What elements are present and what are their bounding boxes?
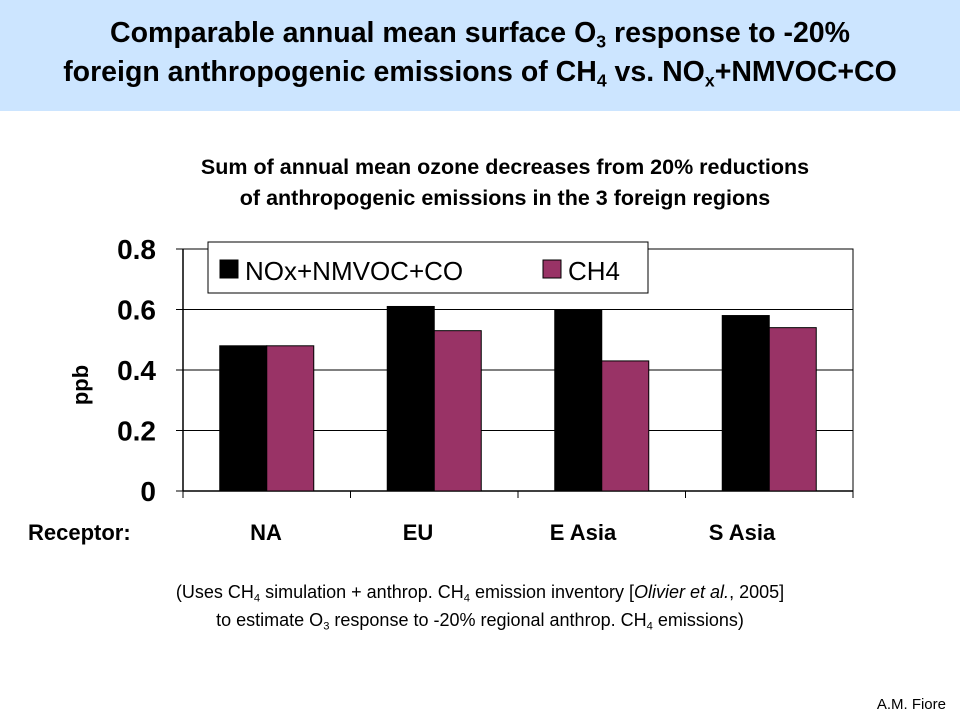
legend-swatch-CH4 [542,259,562,279]
y-tick-label: 0.4 [117,355,156,386]
bar-NOx+NMVOC+CO-EU [386,305,435,492]
legend-label: CH4 [568,256,620,286]
x-tick-label: E Asia [550,520,617,545]
slide-title-line-1: Comparable annual mean surface O3 respon… [110,17,850,52]
footnote-line-1: (Uses CH4 simulation + anthrop. CH4 emis… [175,582,785,605]
bar-CH4-NA [266,345,315,492]
x-tick-label: S Asia [709,520,776,545]
bar-NOx+NMVOC+CO-NA [219,345,268,492]
legend-swatch-NOx+NMVOC+CO [219,259,239,279]
legend-label: NOx+NMVOC+CO [245,256,463,286]
bar-NOx+NMVOC+CO-E Asia [554,309,603,492]
x-tick-label: EU [403,520,434,545]
chart-title-line-2: of anthropogenic emissions in the 3 fore… [239,186,771,210]
bar-NOx+NMVOC+CO-S Asia [721,315,770,492]
footnote-line-2: to estimate O3 response to -20% regional… [216,610,744,633]
legend-box [207,241,649,294]
chart-title-line-1: Sum of annual mean ozone decreases from … [200,155,810,179]
title-banner: Comparable annual mean surface O3 respon… [0,0,960,111]
x-axis-label: Receptor: [28,520,131,545]
y-tick-label: 0.6 [117,295,156,326]
bar-CH4-S Asia [768,327,817,492]
bar-CH4-EU [433,330,482,492]
y-axis-label: ppb [68,365,93,405]
y-tick-label: 0.2 [117,416,156,447]
author-credit: A.M. Fiore [876,696,946,713]
x-tick-label: NA [250,520,282,545]
slide-title-line-2: foreign anthropogenic emissions of CH4 v… [63,56,897,91]
y-tick-label: 0.8 [117,234,156,265]
y-tick-label: 0 [140,476,156,507]
bar-CH4-E Asia [601,360,650,492]
